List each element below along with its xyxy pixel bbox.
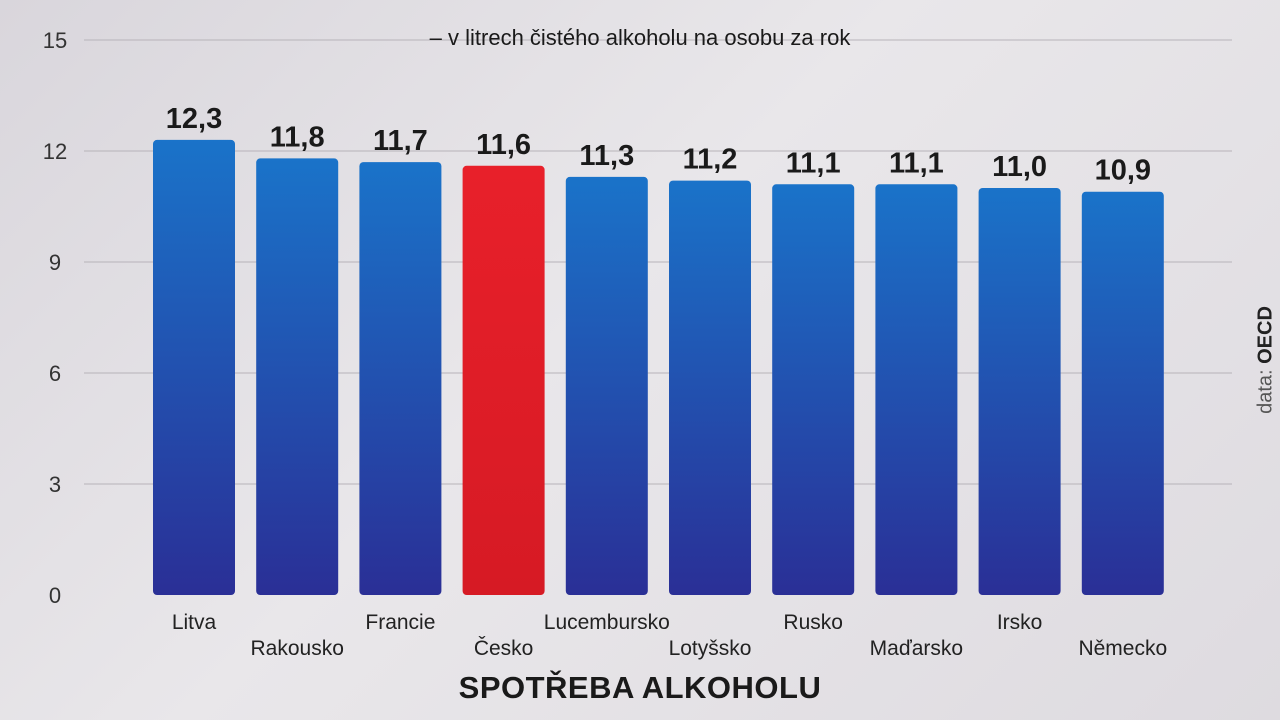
x-tick-label: Německo <box>1078 637 1167 660</box>
source-name: OECD <box>1254 306 1277 364</box>
bar-value-label: 10,9 <box>1095 155 1151 187</box>
bar-value-label: 11,7 <box>373 125 428 157</box>
x-tick-label: Francie <box>365 611 435 634</box>
source-prefix: data: <box>1254 369 1277 414</box>
x-axis: Litva Rakousko Francie Česko Lucembursko Loty… <box>172 611 1167 660</box>
bar-value-label: 12,3 <box>166 103 222 135</box>
x-tick-label: Rakousko <box>251 637 344 660</box>
y-axis: 0 3 6 9 12 15 <box>43 28 67 608</box>
bar-value-label: 11,6 <box>476 129 531 161</box>
chart-subtitle: – v litrech čistého alkoholu na osobu za… <box>429 25 851 50</box>
bar-series <box>669 180 751 595</box>
x-tick-label: Litva <box>172 611 217 634</box>
x-tick-label: Česko <box>474 637 534 660</box>
bars <box>153 139 1164 596</box>
bar-series <box>256 158 339 595</box>
bar-series <box>153 139 235 595</box>
bar-value-label: 11,0 <box>992 151 1047 183</box>
source-credit: data: OECD <box>1255 306 1278 414</box>
y-tick-label: 12 <box>43 139 67 164</box>
bar-series <box>359 162 442 595</box>
x-tick-label: Irsko <box>997 611 1043 634</box>
bar-value-label: 11,8 <box>270 121 325 153</box>
y-tick-label: 9 <box>49 250 61 275</box>
bar-series <box>1081 191 1164 595</box>
value-labels: 12,3 11,8 11,7 11,6 11,3 11,2 11,1 11,1 11,0 10,9 <box>166 103 1151 187</box>
bar-series <box>875 184 958 596</box>
chart-title: SPOTŘEBA ALKOHOLU <box>458 670 822 705</box>
bar-series <box>772 184 855 596</box>
x-tick-label: Lotyšsko <box>669 637 752 660</box>
y-tick-label: 6 <box>49 361 61 386</box>
bar-series <box>978 188 1061 595</box>
bar-value-label: 11,1 <box>889 147 944 179</box>
bar-highlight <box>462 165 545 596</box>
bar-value-label: 11,2 <box>683 144 738 176</box>
bar-series <box>565 176 648 595</box>
y-tick-label: 15 <box>43 28 67 53</box>
x-tick-label: Lucembursko <box>544 611 670 634</box>
bar-value-label: 11,3 <box>579 140 634 172</box>
y-tick-label: 0 <box>49 583 61 608</box>
x-tick-label: Rusko <box>783 611 843 634</box>
x-tick-label: Maďarsko <box>870 637 963 660</box>
bar-value-label: 11,1 <box>786 147 841 179</box>
y-tick-label: 3 <box>49 472 61 497</box>
